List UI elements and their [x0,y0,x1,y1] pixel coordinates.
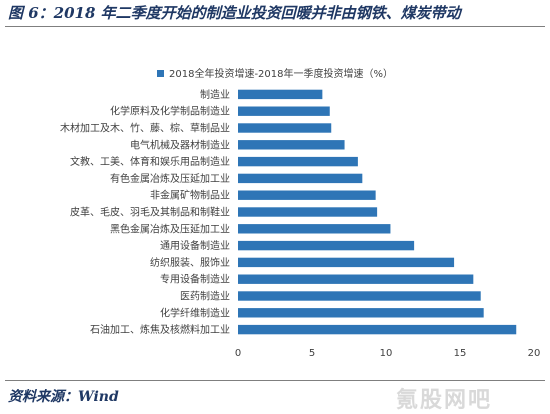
bar [238,140,345,150]
x-tick-label: 0 [235,348,241,359]
category-label: 石油加工、炼焦及核燃料加工业 [90,323,230,336]
watermark-logo: 氪股网吧 [396,388,493,413]
bar [238,106,330,116]
category-label: 通用设备制造业 [160,239,230,252]
bar [238,224,391,234]
figure-title: 图 6：2018 年二季度开始的制造业投资回暖并非由钢铁、煤炭带动 [8,4,461,22]
x-tick-label: 5 [309,348,315,359]
category-label: 电气机械及器材制造业 [130,138,230,151]
bar [238,207,378,217]
category-label: 纺织服装、服饰业 [150,256,230,269]
bottom-divider [5,380,545,381]
category-label: 非金属矿物制品业 [150,189,230,202]
legend-swatch [157,70,164,77]
bar [238,240,415,251]
category-label: 文教、工美、体育和娱乐用品制造业 [70,155,230,168]
category-label: 化学原料及化学制品制造业 [110,105,230,118]
bar [238,156,358,167]
x-tick-label: 10 [380,348,393,359]
category-label: 皮革、毛皮、羽毛及其制品和制鞋业 [70,206,230,219]
bar [238,308,484,318]
bar [238,89,323,100]
category-label: 制造业 [200,88,230,101]
title-divider [5,26,545,27]
category-label: 医药制造业 [180,290,230,303]
bar [238,173,363,184]
bar [238,190,376,200]
bar [238,324,517,335]
bar-chart: 2018全年投资增速-2018年一季度投资增速（%） 制造业化学原料及化学制品制造… [60,67,541,359]
legend-label: 2018全年投资增速-2018年一季度投资增速（%） [169,67,393,80]
bar [238,257,455,268]
bar [238,123,332,133]
source-note: 资料来源：Wind [8,389,119,405]
bar [238,274,474,284]
bar [238,291,481,301]
category-label: 有色金属冶炼及压延加工业 [110,172,230,185]
category-label: 木材加工及木、竹、藤、棕、草制品业 [60,122,230,135]
category-label: 专用设备制造业 [160,273,230,286]
x-tick-label: 20 [528,348,541,359]
category-label: 黑色金属冶炼及压延加工业 [110,222,230,235]
x-tick-label: 15 [454,348,467,359]
category-label: 化学纤维制造业 [160,306,230,319]
chart-area: 2018全年投资增速-2018年一季度投资增速（%） 制造业化学原料及化学制品制造… [6,30,544,378]
